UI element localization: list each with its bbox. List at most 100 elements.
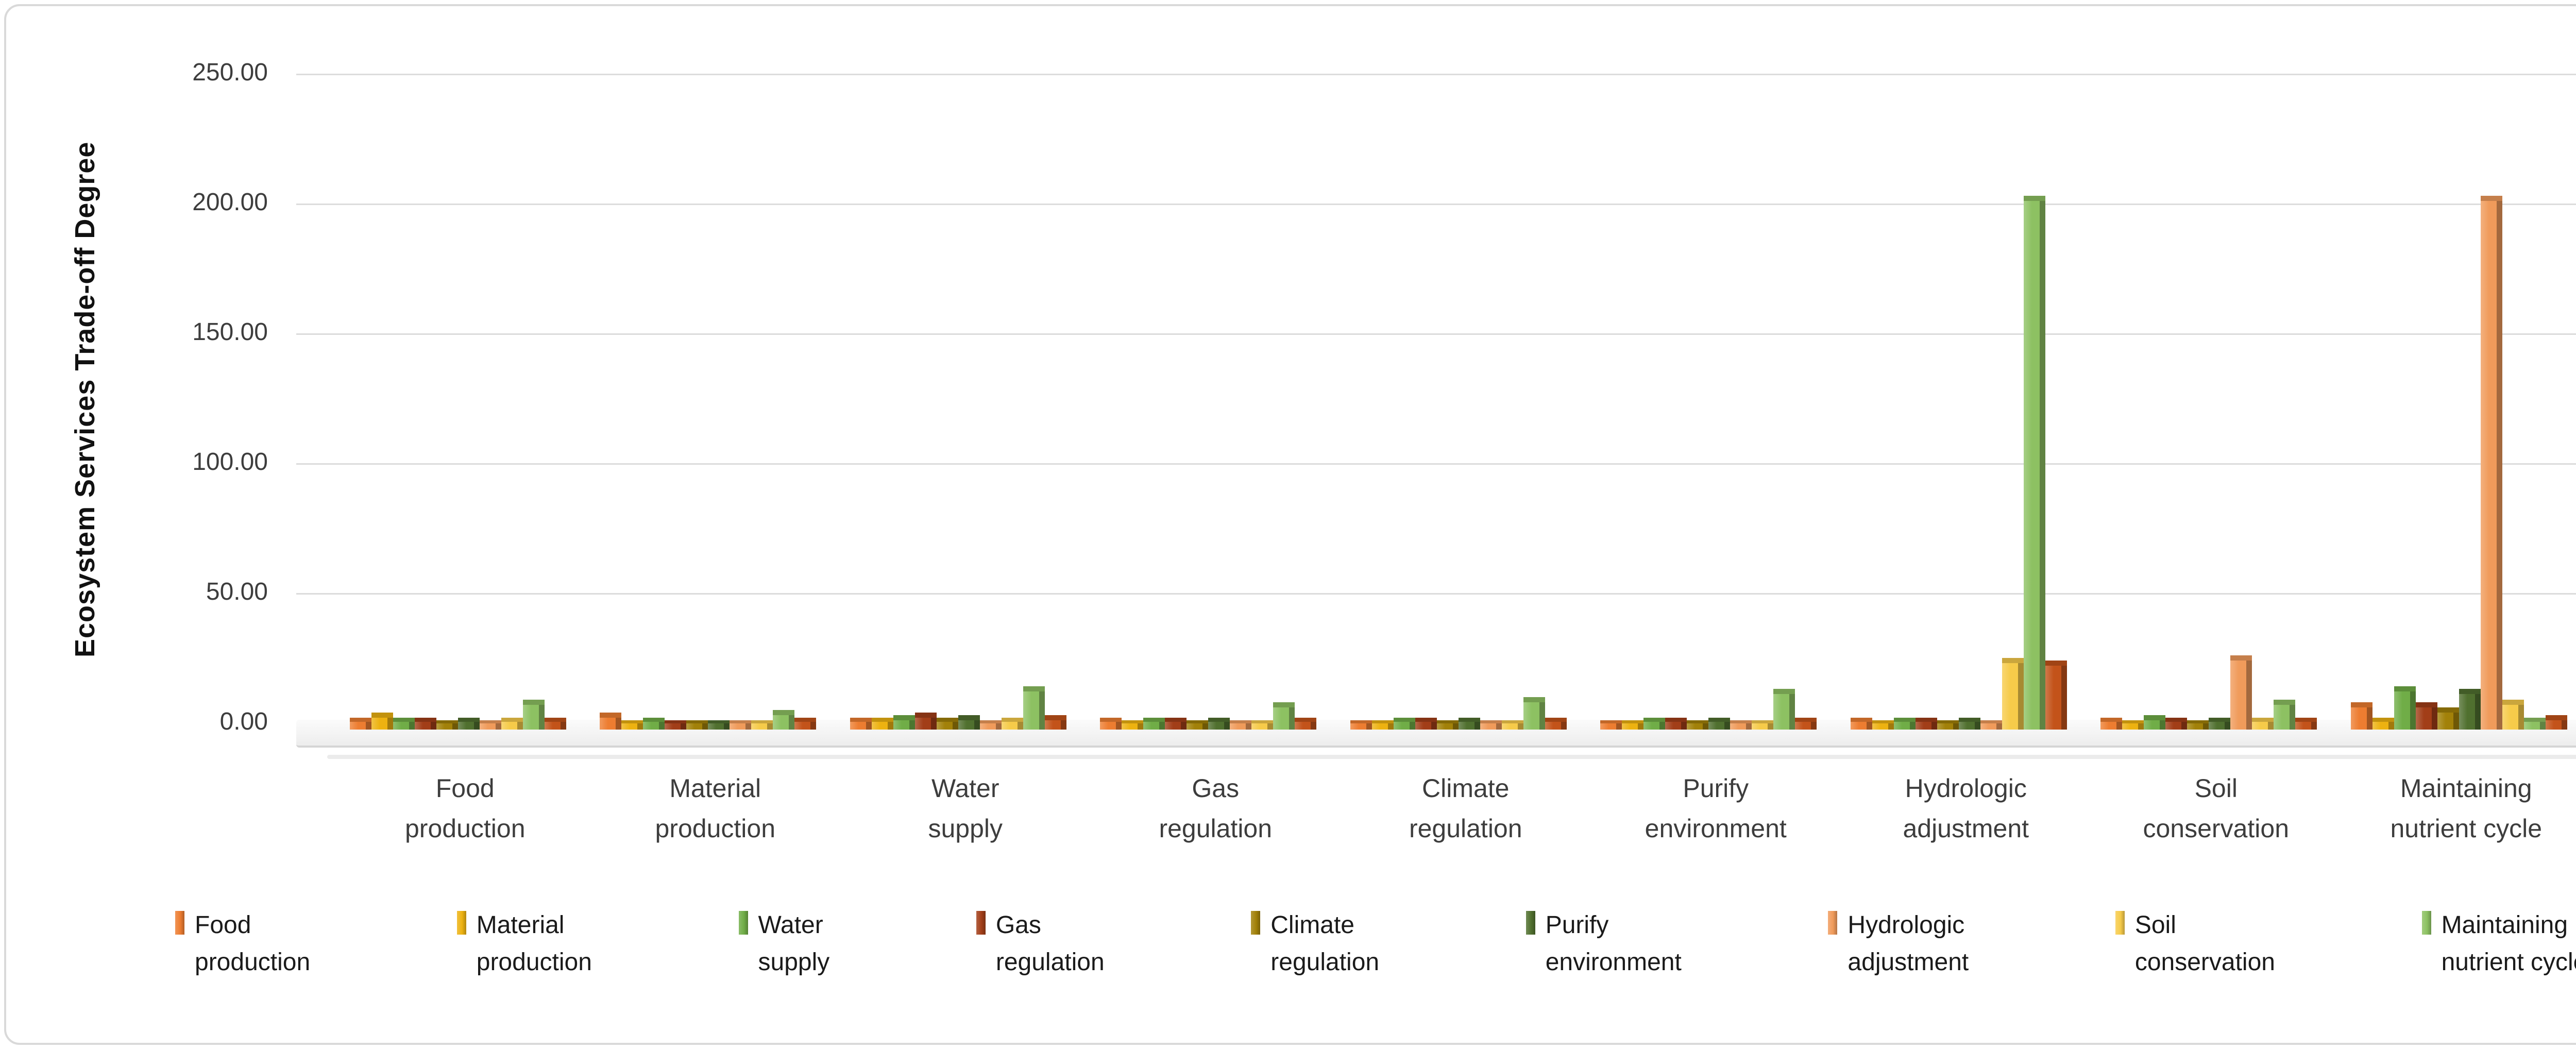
bar-top-face	[1501, 720, 1523, 723]
legend-label: Soil conservation	[2134, 911, 2275, 976]
bar-top-face	[479, 720, 501, 723]
bar-top-face	[665, 720, 687, 723]
bar-water-supply-in-gas-regulation	[1143, 717, 1165, 730]
bar-hydrologic-adjustment-in-material-production	[730, 720, 752, 730]
bar-hydrologic-adjustment-in-gas-regulation	[1230, 720, 1252, 730]
legend-item-food-production: Food production	[175, 907, 310, 981]
bar-hydrologic-adjustment-in-purify-environment	[1730, 720, 1752, 730]
bar-maintaining-nutrient-cycle-in-material-production	[773, 709, 795, 730]
legend-swatch	[1526, 911, 1535, 935]
bar-top-face	[1872, 720, 1894, 723]
bar-top-face	[2122, 720, 2144, 723]
bar-top-face	[2350, 702, 2372, 707]
bar-top-face	[1665, 717, 1687, 722]
bar-top-face	[850, 717, 872, 722]
legend-label: Maintaining nutrient cycle	[2441, 911, 2576, 976]
bar-bio-diversity-in-gas-regulation	[1295, 717, 1317, 730]
bar-bio-diversity-in-material-production	[794, 717, 817, 730]
bar-bio-diversity-in-water-supply	[1044, 715, 1066, 730]
bar-water-supply-in-material-production	[643, 717, 665, 730]
bar-top-face	[2523, 717, 2546, 722]
bar-gas-regulation-in-maintaining-nutrient-cycle	[2415, 702, 2437, 730]
bar-top-face	[2165, 717, 2188, 722]
bar-top-face	[1687, 720, 1709, 723]
bar-purify-environment-in-maintaining-nutrient-cycle	[2459, 689, 2481, 730]
bar-top-face	[1958, 717, 1980, 722]
legend-swatch	[2421, 911, 2431, 935]
bar-top-face	[371, 712, 393, 718]
bar-top-face	[1458, 717, 1480, 722]
y-tick-label: 150.00	[192, 318, 268, 346]
bar-top-face	[2459, 689, 2481, 695]
bar-top-face	[2209, 717, 2231, 722]
legend-label: Climate regulation	[1270, 911, 1380, 976]
bar-top-face	[2023, 195, 2045, 201]
y-axis-title: Ecosystem Services Trade-off Degree	[70, 141, 100, 657]
y-tick-label: 50.00	[206, 578, 268, 605]
bar-maintaining-nutrient-cycle-in-water-supply	[1023, 686, 1045, 730]
bar-purify-environment-in-purify-environment	[1708, 717, 1731, 730]
legend-label: Hydrologic adjustment	[1848, 911, 1969, 976]
bar-soil-conservation-in-gas-regulation	[1251, 720, 1274, 730]
bar-top-face	[393, 717, 415, 722]
bar-material-production-in-water-supply	[871, 717, 893, 730]
x-label-soil-conservation: Soil conservation	[2143, 774, 2290, 843]
bar-material-production-in-gas-regulation	[1122, 720, 1144, 730]
bar-top-face	[871, 717, 893, 722]
legend-swatch	[1251, 911, 1261, 935]
bar-top-face	[794, 717, 817, 722]
bar-food-production-in-climate-regulation	[1350, 720, 1372, 730]
bar-maintaining-nutrient-cycle-in-purify-environment	[1773, 689, 1795, 730]
gridline	[296, 204, 2576, 205]
x-label-purify-environment: Purify environment	[1645, 774, 1787, 843]
bar-top-face	[2372, 717, 2394, 722]
bar-top-face	[1251, 720, 1274, 723]
bar-top-face	[621, 720, 643, 723]
bar-top-face	[936, 717, 958, 722]
bar-top-face	[436, 720, 458, 723]
bar-top-face	[1393, 717, 1415, 722]
legend-swatch	[456, 911, 466, 935]
bar-hydrologic-adjustment-in-water-supply	[979, 720, 1002, 730]
bar-top-face	[1622, 720, 1644, 723]
gridline	[296, 463, 2576, 465]
bar-food-production-in-maintaining-nutrient-cycle	[2350, 702, 2372, 730]
bar-hydrologic-adjustment-in-food-production	[479, 720, 501, 730]
bar-bio-diversity-in-climate-regulation	[1545, 717, 1567, 730]
bar-top-face	[2502, 699, 2524, 705]
bar-water-supply-in-hydrologic-adjustment	[1893, 717, 1916, 730]
legend-item-maintaining-nutrient-cycle: Maintaining nutrient cycle	[2421, 907, 2576, 981]
legend-label: Gas regulation	[995, 911, 1105, 976]
y-tick-label: 250.00	[192, 59, 268, 86]
bar-purify-environment-in-material-production	[708, 720, 730, 730]
bar-climate-regulation-in-food-production	[436, 720, 458, 730]
bar-top-face	[1980, 720, 2002, 723]
bar-hydrologic-adjustment-in-soil-conservation	[2230, 655, 2252, 730]
bar-top-face	[2545, 715, 2567, 720]
legend-label: Material production	[476, 911, 592, 976]
bar-top-face	[1187, 720, 1209, 723]
bar-top-face	[1230, 720, 1252, 723]
bar-climate-regulation-in-purify-environment	[1687, 720, 1709, 730]
legend-item-hydrologic-adjustment: Hydrologic adjustment	[1828, 907, 1969, 981]
bar-material-production-in-soil-conservation	[2122, 720, 2144, 730]
bar-top-face	[2480, 195, 2502, 201]
legend-label: Food production	[195, 911, 311, 976]
bar-gas-regulation-in-water-supply	[914, 712, 937, 730]
bar-top-face	[1937, 720, 1959, 723]
bar-bio-diversity-in-food-production	[544, 717, 566, 730]
bar-top-face	[2187, 720, 2209, 723]
bar-top-face	[414, 717, 436, 722]
figure-border	[4, 4, 2576, 1045]
bar-food-production-in-food-production	[349, 717, 371, 730]
bar-top-face	[958, 715, 980, 720]
bar-soil-conservation-in-purify-environment	[1752, 720, 1774, 730]
bar-bio-diversity-in-soil-conservation	[2295, 717, 2317, 730]
legend-label: Water supply	[758, 911, 830, 976]
bar-top-face	[1122, 720, 1144, 723]
bar-climate-regulation-in-gas-regulation	[1187, 720, 1209, 730]
x-label-material-production: Material production	[655, 774, 776, 843]
bar-top-face	[2100, 717, 2123, 722]
bar-top-face	[1480, 720, 1502, 723]
bar-purify-environment-in-hydrologic-adjustment	[1958, 717, 1980, 730]
